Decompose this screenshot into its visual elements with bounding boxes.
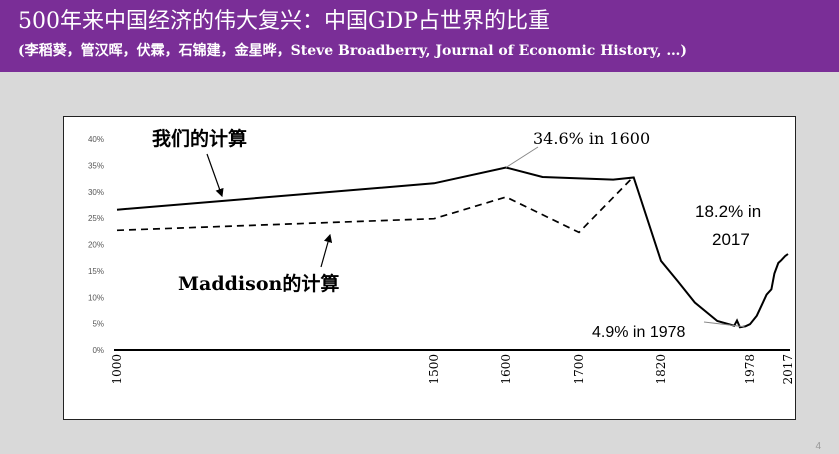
series-line-ours [116, 166, 789, 329]
y-tick-label: 30% [88, 188, 104, 197]
x-tick-label: 1000 [110, 354, 124, 385]
y-tick-label: 35% [88, 161, 104, 170]
y-tick-label: 15% [88, 267, 104, 276]
x-tick-label: 2017 [781, 354, 795, 385]
y-tick-label: 40% [88, 135, 104, 144]
annotation-low: 4.9% in 1978 [592, 324, 686, 341]
y-axis-ticks: 0% 5% 10% 15% 20% 25% 30% 35% 40% [88, 135, 104, 355]
slide-subtitle: (李稻葵，管汉晖，伏霖，石锦建，金星晔，Steve Broadberry, Jo… [18, 43, 687, 59]
annotation-ours: 我们的计算 [152, 127, 247, 150]
arrow-maddison [320, 233, 333, 268]
x-tick-label: 1600 [499, 354, 513, 385]
slide-header: 500年来中国经济的伟大复兴：中国GDP占世界的比重 (李稻葵，管汉晖，伏霖，石… [0, 0, 839, 72]
annotation-peak: 34.6% in 1600 [533, 129, 650, 148]
annotation-2017-year: 2017 [712, 230, 750, 249]
x-tick-label: 1820 [654, 354, 668, 385]
slide-title: 500年来中国经济的伟大复兴：中国GDP占世界的比重 [18, 9, 551, 34]
callout-layer [206, 146, 745, 328]
series-layer [116, 166, 789, 329]
x-tick-label: 1700 [572, 354, 586, 385]
x-tick-label: 1978 [743, 354, 757, 385]
annotation-2017-value: 18.2% in [695, 202, 761, 221]
page-number: 4 [815, 441, 821, 452]
gdp-share-line-chart: 0% 5% 10% 15% 20% 25% 30% 35% 40% 1000 1500 1600 17… [88, 127, 795, 385]
annotation-maddison: Maddison的计算 [178, 272, 339, 295]
y-tick-label: 5% [92, 320, 104, 329]
chart-frame: 0% 5% 10% 15% 20% 25% 30% 35% 40% 1000 1500 1600 17… [63, 116, 796, 420]
leader-low [703, 321, 745, 328]
y-tick-label: 10% [88, 293, 104, 302]
series-line-maddison [116, 175, 635, 234]
y-tick-label: 0% [92, 346, 104, 355]
x-tick-label: 1500 [427, 354, 441, 385]
arrow-ours [206, 153, 224, 198]
leader-peak [505, 146, 539, 168]
x-axis-ticks: 1000 1500 1600 1700 1820 1978 2017 [110, 354, 795, 385]
y-tick-label: 20% [88, 241, 104, 250]
y-tick-label: 25% [88, 214, 104, 223]
